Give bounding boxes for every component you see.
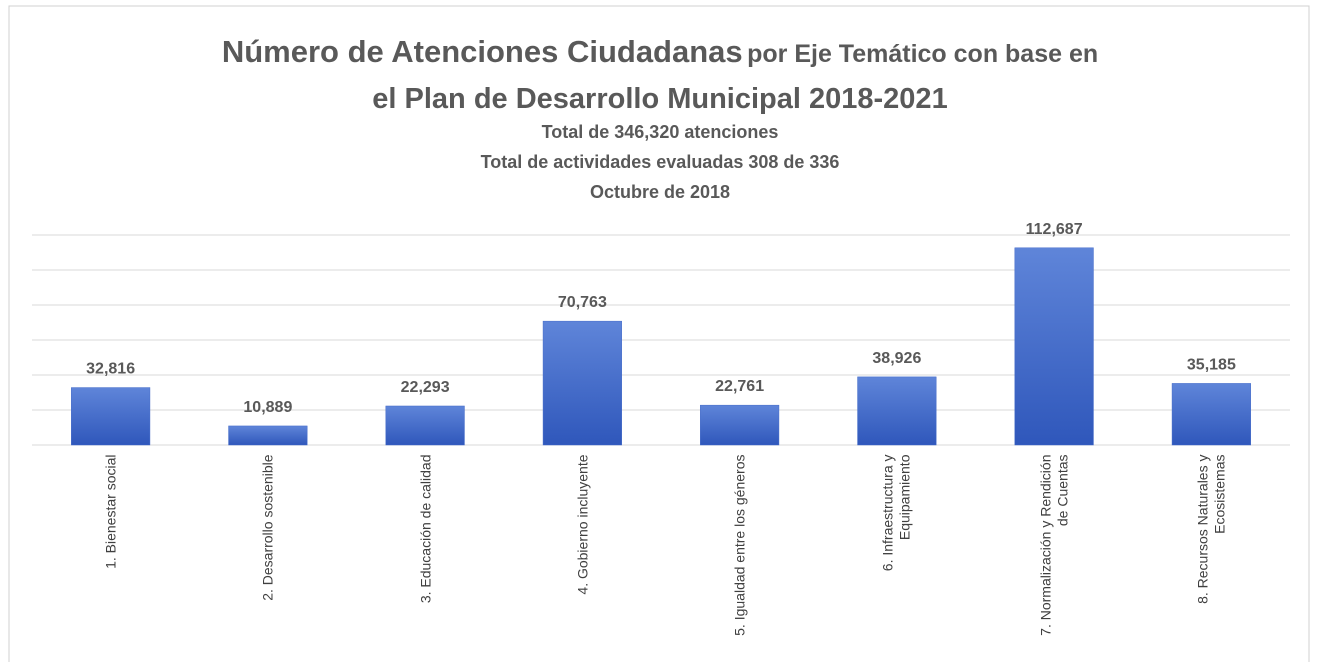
x-tick-label: 6. Infraestructura y Equipamiento bbox=[879, 454, 913, 572]
chart-title: Número de Atenciones Ciudadanas por Eje … bbox=[222, 34, 1098, 69]
bar bbox=[385, 405, 465, 446]
bar bbox=[71, 387, 151, 446]
subtitle: Total de actividades evaluadas 308 de 33… bbox=[481, 152, 840, 172]
bar bbox=[542, 320, 622, 446]
bar bbox=[857, 376, 937, 446]
data-label: 112,687 bbox=[1026, 221, 1083, 238]
x-tick-label: 1. Bienestar social bbox=[102, 454, 119, 569]
x-tick-label: 5. Igualdad entre los géneros bbox=[731, 454, 748, 636]
bar bbox=[1171, 383, 1251, 446]
title-part: el Plan de Desarrollo Municipal 2018-202… bbox=[372, 83, 947, 115]
bar bbox=[700, 404, 780, 446]
data-label: 22,293 bbox=[401, 379, 450, 396]
bar bbox=[228, 425, 308, 446]
x-tick-label: 7. Normalización y Rendición de Cuentas bbox=[1037, 454, 1071, 636]
x-tick-label: 8. Recursos Naturales y Ecosistemas bbox=[1194, 454, 1228, 604]
data-label: 38,926 bbox=[872, 350, 921, 367]
data-label: 70,763 bbox=[558, 294, 607, 311]
title-part: por Eje Temático con base en bbox=[747, 40, 1098, 68]
data-label: 32,816 bbox=[86, 361, 135, 378]
chart-border bbox=[8, 5, 1310, 662]
x-tick-label: 2. Desarrollo sostenible bbox=[259, 454, 276, 601]
bar bbox=[1014, 247, 1094, 446]
data-label: 22,761 bbox=[715, 378, 764, 395]
data-label: 10,889 bbox=[243, 399, 292, 416]
data-label: 35,185 bbox=[1187, 356, 1236, 373]
title-part: Número de Atenciones Ciudadanas bbox=[222, 34, 743, 69]
subtitle: Total de 346,320 atenciones bbox=[542, 122, 779, 142]
x-tick-label: 4. Gobierno incluyente bbox=[573, 454, 590, 595]
subtitle: Octubre de 2018 bbox=[590, 182, 730, 202]
x-tick-label: 3. Educación de calidad bbox=[416, 454, 433, 604]
